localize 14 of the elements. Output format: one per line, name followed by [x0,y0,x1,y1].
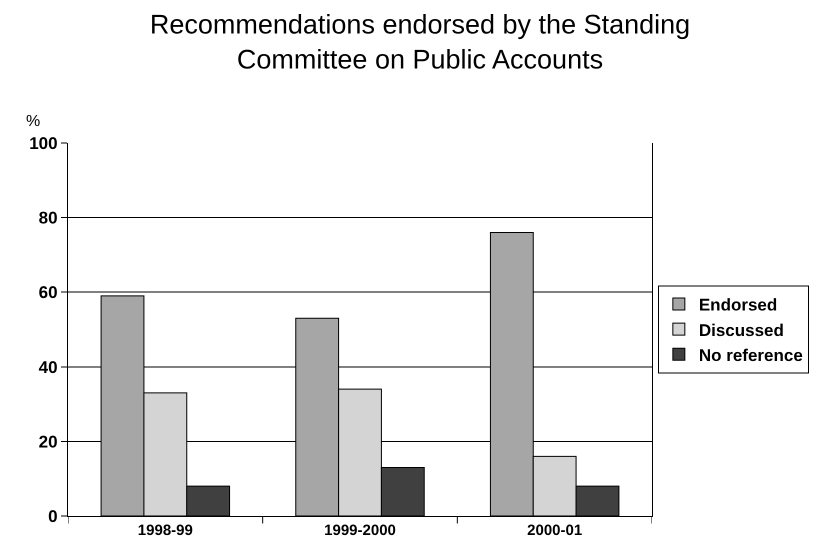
legend-label: Endorsed [698,296,778,315]
y-tick-label: 20 [38,432,58,452]
x-tick-label: 1999-2000 [324,522,396,539]
chart-title: Recommendations endorsed by the Standing Committee on Public Accounts [150,9,690,74]
x-tick-label: 2000-01 [527,522,582,539]
legend-label: No reference [698,346,803,365]
y-tick-label: 40 [38,358,58,377]
y-tick-label: 100 [29,134,58,153]
y-tick-label: 60 [38,283,58,302]
x-tick-label: 1998-99 [138,522,193,539]
y-axis-title: % [26,113,40,130]
legend-label: Discussed [698,320,784,340]
y-tick-label: 80 [38,208,58,228]
y-tick-label: 0 [48,506,58,526]
